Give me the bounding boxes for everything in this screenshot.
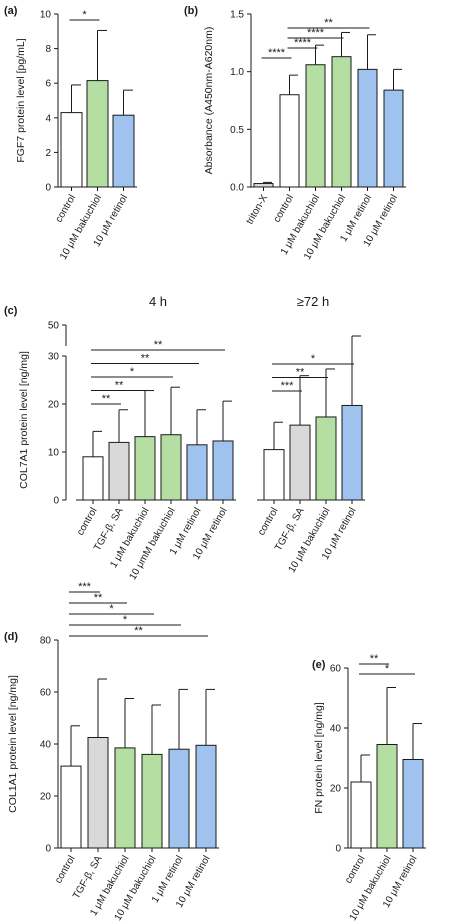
significance-label: ** xyxy=(370,653,379,665)
x-tick-label: control xyxy=(343,854,368,885)
panel-label: (d) xyxy=(4,631,18,643)
bar xyxy=(168,748,190,849)
y-tick-label: 1.5 xyxy=(230,10,244,21)
significance-label: **** xyxy=(294,37,312,49)
x-tick-label: control xyxy=(53,854,78,885)
x-tick-label: control xyxy=(272,193,297,224)
y-axis-label: FGF7 protein level [pg/mL] xyxy=(15,38,27,162)
y-tick-label: 60 xyxy=(330,664,342,675)
y-tick-label: 6 xyxy=(45,79,51,90)
bar xyxy=(82,456,104,501)
panel-label: (a) xyxy=(4,5,18,17)
panel-label: (e) xyxy=(312,659,326,671)
y-tick-label: 20 xyxy=(48,400,60,411)
y-tick-label: 8 xyxy=(45,44,51,55)
significance-label: **** xyxy=(307,27,325,39)
y-tick-label: 80 xyxy=(40,636,52,647)
x-tick-label: control xyxy=(75,506,100,537)
y-tick-label: 20 xyxy=(40,792,52,803)
group-title: 4 h xyxy=(149,294,167,309)
panel-b: (b) 0.0 0.5 1.0 1.5 Absorbance (A450nm-A620nm… xyxy=(184,5,406,262)
bar xyxy=(195,744,217,849)
bar xyxy=(341,404,363,501)
bar xyxy=(86,80,109,188)
significance-label: ** xyxy=(102,393,111,405)
y-tick-label: 10 xyxy=(40,10,52,21)
y-tick-label: 0 xyxy=(45,183,51,194)
significance-label: *** xyxy=(281,380,295,392)
bar xyxy=(160,434,182,501)
y-tick-label: 4 xyxy=(45,113,51,124)
y-tick-label: 60 xyxy=(40,688,52,699)
x-tick-label: triton-X xyxy=(244,193,270,227)
panel-c: (c) 50 0 10 20 30 COL7A1 protein level [ng/mg]… xyxy=(4,294,365,582)
significance-label: ** xyxy=(94,592,103,604)
significance-label: * xyxy=(130,366,135,378)
bar xyxy=(112,114,135,188)
bar xyxy=(357,68,378,188)
significance-label: * xyxy=(82,9,87,21)
significance-label: * xyxy=(109,603,114,615)
significance-label: * xyxy=(311,353,316,365)
y-axis-label: FN protein level [ng/mg] xyxy=(313,702,325,814)
panel-label: (c) xyxy=(4,305,18,317)
y-tick-label: 10 xyxy=(48,448,60,459)
significance-label: **** xyxy=(268,47,286,59)
bar xyxy=(186,444,208,501)
bar xyxy=(383,89,404,188)
y-tick-label: 0.5 xyxy=(230,125,244,136)
y-tick-label: 40 xyxy=(40,740,52,751)
bar xyxy=(305,64,326,188)
bar xyxy=(315,416,337,501)
significance-label: ** xyxy=(154,339,163,351)
bar xyxy=(114,747,136,849)
significance-label: ** xyxy=(141,353,150,365)
bar xyxy=(350,781,372,849)
bar xyxy=(376,744,398,849)
x-tick-label: control xyxy=(54,193,79,224)
significance-label: ** xyxy=(134,625,143,637)
significance-label: ** xyxy=(324,17,333,29)
y-tick-label: 1.0 xyxy=(230,67,244,78)
bar xyxy=(289,424,311,501)
y-tick-label: 20 xyxy=(330,784,342,795)
y-axis-label: Absorbance (A450nm-A620nm) xyxy=(203,27,215,175)
y-tick-label: 0.0 xyxy=(230,183,244,194)
bar xyxy=(402,759,424,849)
bar xyxy=(212,440,234,501)
y-axis-label: COL1A1 protein level [ng/mg] xyxy=(7,675,19,813)
significance-label: *** xyxy=(78,581,92,593)
y-tick-label: 0 xyxy=(53,496,59,507)
bar xyxy=(331,56,352,188)
bar xyxy=(60,765,82,849)
bar xyxy=(279,94,300,188)
y-tick-label: 40 xyxy=(330,724,342,735)
bar xyxy=(60,112,83,188)
panel-e: (e) 0 20 40 60 FN protein level [ng/mg] contro… xyxy=(312,653,426,923)
significance-label: * xyxy=(385,663,390,675)
group-title: ≥72 h xyxy=(297,294,329,309)
y-tick-label: 30 xyxy=(48,352,60,363)
significance-label: ** xyxy=(296,367,305,379)
panel-d: (d) 0 20 40 60 80 COL1A1 protein level [ng/mg]… xyxy=(4,581,219,923)
y-axis-label: COL7A1 protein level [ng/mg] xyxy=(18,351,30,489)
y-tick-label: 2 xyxy=(45,148,51,159)
bar xyxy=(87,737,109,849)
panel-label: (b) xyxy=(184,5,198,17)
bar xyxy=(263,449,285,501)
bar xyxy=(134,436,156,501)
bar xyxy=(108,441,130,501)
bar xyxy=(253,183,274,188)
bar xyxy=(141,753,163,849)
significance-label: ** xyxy=(115,380,124,392)
y-tick-label: 0 xyxy=(335,844,341,855)
panel-a: (a) 0 2 4 6 8 10 FGF7 protein level [pg/mL] cont… xyxy=(4,5,137,262)
y-tick-label: 0 xyxy=(45,844,51,855)
x-tick-label: control xyxy=(256,506,281,537)
y-tick-label: 50 xyxy=(48,321,60,332)
significance-label: * xyxy=(123,614,128,626)
